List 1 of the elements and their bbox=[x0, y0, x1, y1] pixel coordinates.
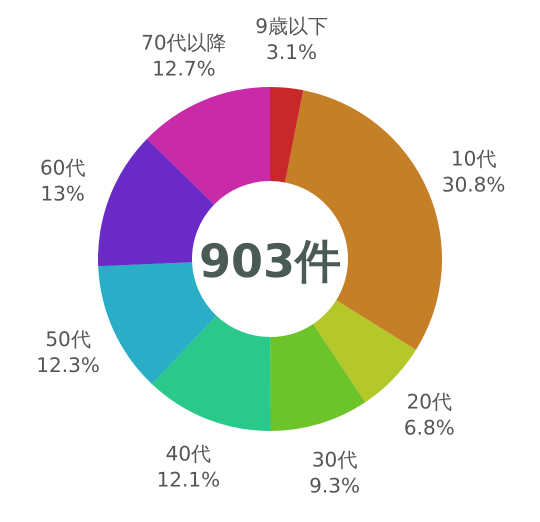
text: 903件 bbox=[198, 234, 342, 288]
